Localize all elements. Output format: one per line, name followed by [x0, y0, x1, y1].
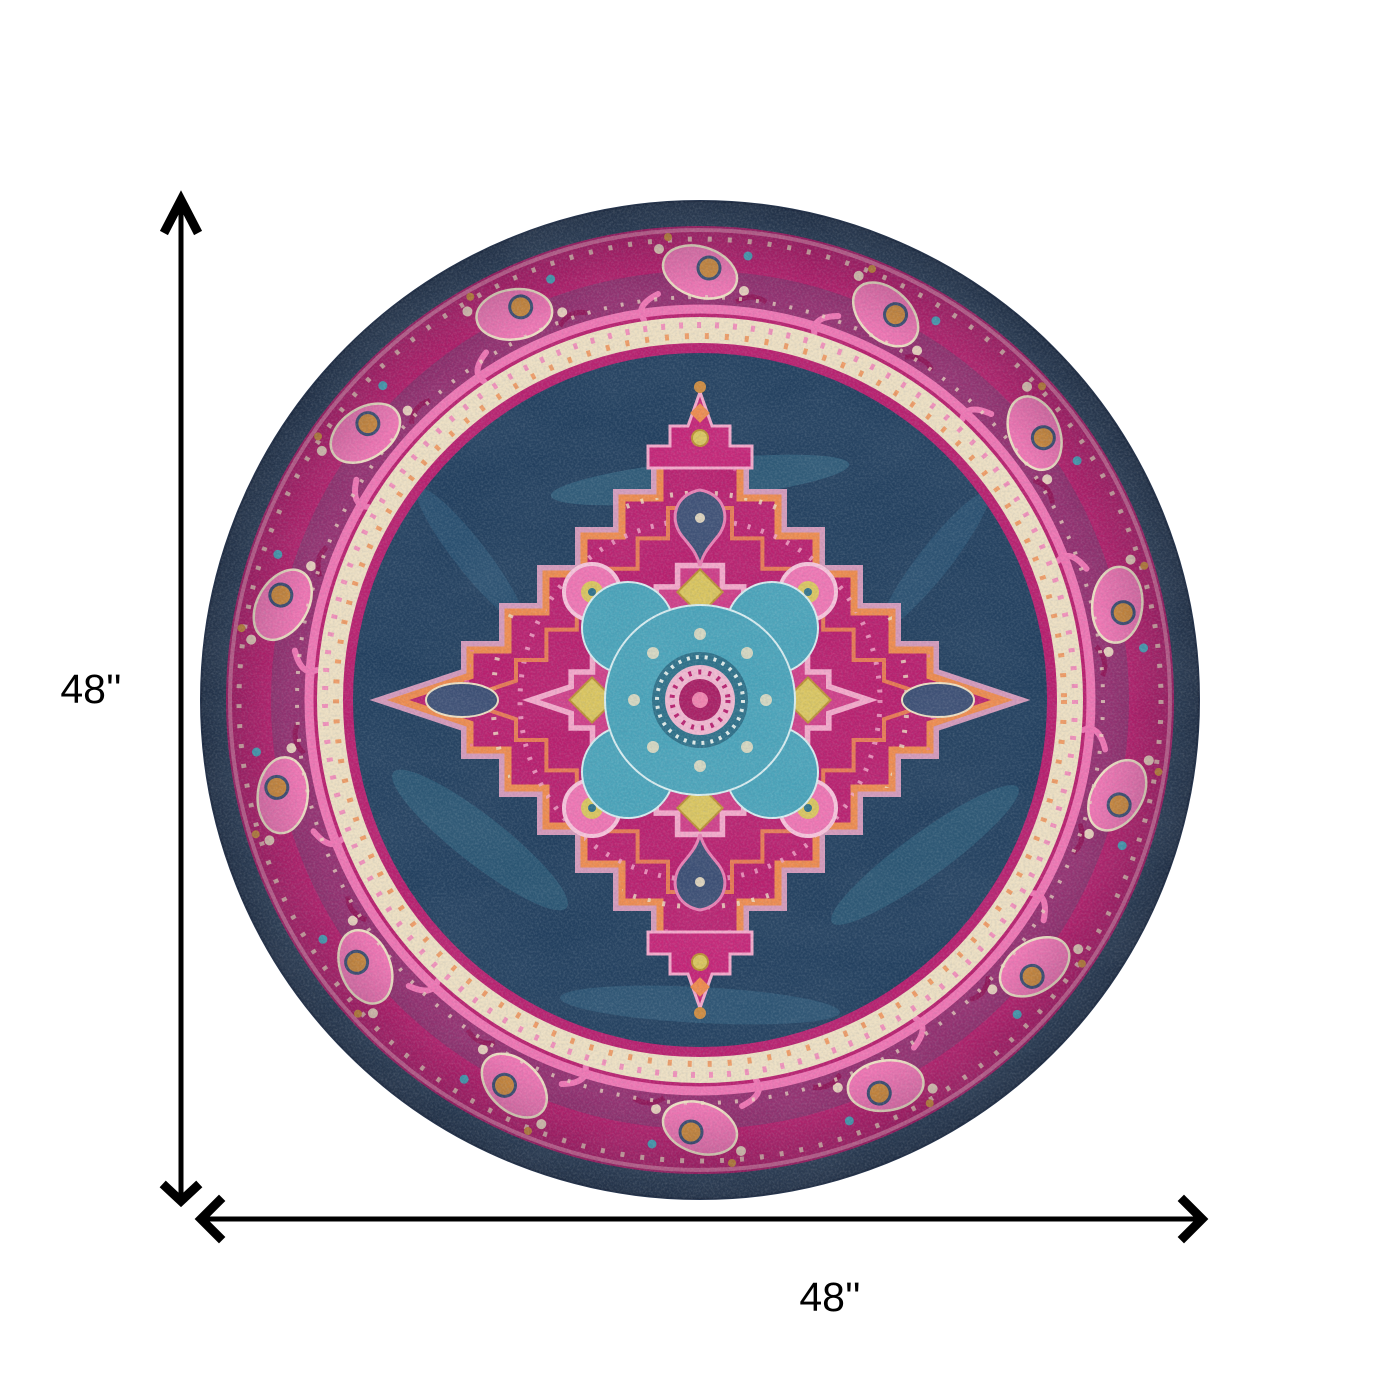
height-dimension-label: 48''	[60, 666, 121, 712]
width-dimension-arrow	[194, 1194, 1209, 1244]
height-arrow-bottom-head	[159, 1180, 203, 1208]
rug-texture-dark-grain	[201, 201, 1199, 1199]
width-arrow-left-head	[194, 1194, 226, 1244]
height-dimension-arrow	[159, 190, 203, 1208]
height-arrow-top-head	[159, 190, 203, 236]
width-arrow-right-head	[1177, 1194, 1209, 1244]
rug-image	[200, 200, 1200, 1200]
width-dimension-label: 48''	[799, 1274, 860, 1320]
